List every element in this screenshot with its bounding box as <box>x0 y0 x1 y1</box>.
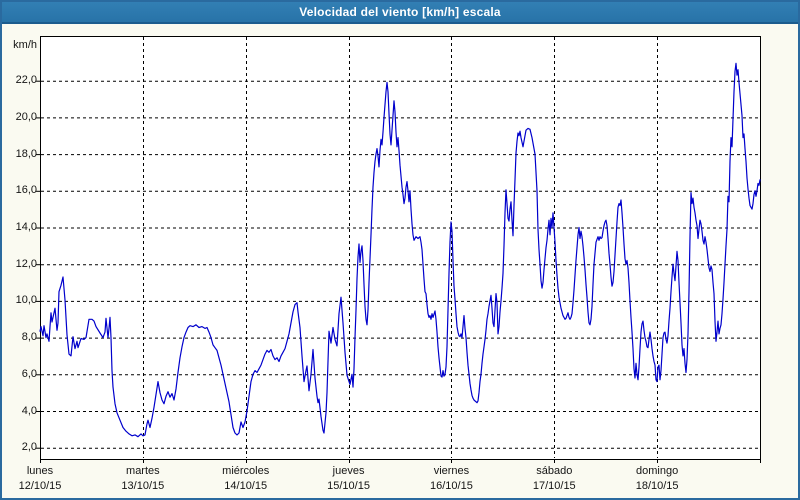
y-axis-tick-label: 18,0 <box>15 147 37 160</box>
wind-speed-series <box>39 62 761 438</box>
y-axis-tick-label: 16,0 <box>15 184 37 197</box>
y-axis-tick-label: 22,0 <box>15 74 37 87</box>
day-date-label: 14/10/15 <box>224 480 268 492</box>
plot-area <box>40 36 761 460</box>
y-axis-tick-label: 14,0 <box>15 221 37 233</box>
y-axis-tick-label: 6,0 <box>21 367 37 380</box>
day-date-label: 12/10/15 <box>18 480 62 492</box>
day-name-label: martes <box>126 465 160 477</box>
y-axis-tick-label: 20,0 <box>15 110 37 123</box>
y-axis-tick-label: 12,0 <box>15 257 37 270</box>
day-name-label: viernes <box>433 465 470 477</box>
title-bar: Velocidad del viento [km/h] escala <box>2 2 798 24</box>
y-axis-tick-label: 4,0 <box>21 404 37 417</box>
day-date-label: 15/10/15 <box>327 480 370 492</box>
day-name-label: jueves <box>332 465 365 477</box>
day-date-label: 16/10/15 <box>430 480 473 492</box>
y-axis-tick-label: 8,0 <box>21 331 37 344</box>
day-name-label: lunes <box>26 465 54 477</box>
day-date-label: 13/10/15 <box>121 480 165 492</box>
day-date-label: 18/10/15 <box>635 480 679 492</box>
day-name-label: miércoles <box>222 465 270 477</box>
y-axis-tick-label: 2,0 <box>21 441 37 454</box>
y-axis-tick-label: 10,0 <box>15 294 37 307</box>
day-date-label: 17/10/15 <box>532 480 576 492</box>
y-axis-title: km/h <box>13 39 37 51</box>
day-name-label: sábado <box>536 465 573 477</box>
day-name-label: domingo <box>636 465 679 477</box>
chart-title: Velocidad del viento [km/h] escala <box>299 5 501 19</box>
